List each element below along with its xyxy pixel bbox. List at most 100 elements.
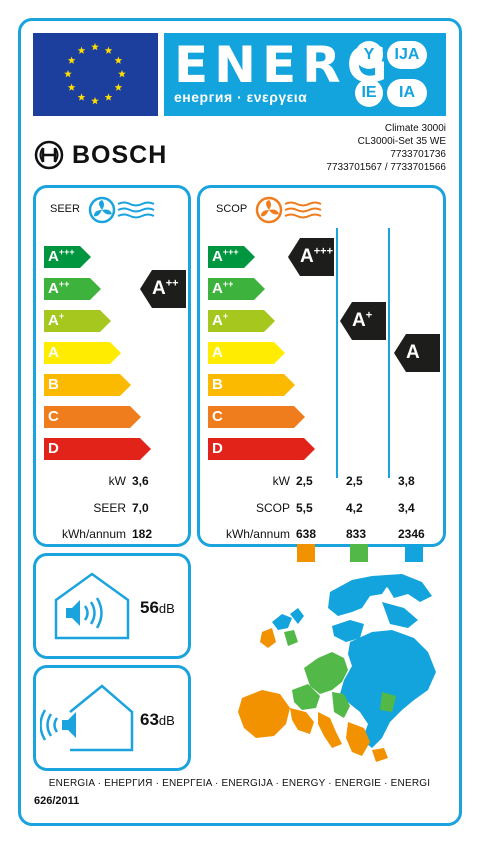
scop-class-arrow: A [208, 342, 286, 364]
seer-class-label: D [48, 440, 59, 457]
cooling-fan-icon [88, 196, 155, 224]
eu-star-icon [67, 83, 76, 91]
energ-subtitle: енергия · ενεργεια [174, 89, 308, 105]
brand-name: BOSCH [72, 140, 168, 169]
scop-class-label: A [212, 344, 223, 361]
seer-class-arrow: A+++ [44, 246, 92, 268]
model-line-3: 7733701736 [390, 149, 446, 160]
eu-star-icon [114, 83, 123, 91]
seer-kwh-value: 182 [132, 527, 153, 541]
seer-class-arrow: A [44, 342, 122, 364]
scop-class-arrow: D [208, 438, 316, 460]
eu-star-icon [91, 97, 99, 105]
scop-class-arrow: A++ [208, 278, 266, 300]
scop-value-warm: 5,5 [296, 501, 313, 515]
brand: BOSCH [34, 140, 167, 170]
scop-rating-cold-label: A [406, 342, 420, 363]
seer-class-arrow: B [44, 374, 132, 396]
scop-class-label: D [212, 440, 223, 457]
seer-class-arrow: D [44, 438, 152, 460]
seer-title: SEER [50, 203, 80, 215]
scop-class-label: B [212, 376, 223, 393]
eu-flag [33, 33, 158, 116]
zone-warm-swatch [297, 544, 315, 562]
zone-divider-2 [388, 228, 390, 478]
scop-kw-value-warm: 2,5 [296, 474, 313, 488]
indoor-noise-number: 56 [140, 598, 159, 617]
scop-class-label: A+++ [212, 247, 239, 266]
seer-panel: SEER A+++ A++ A+ A B C D kW 3,6 SEER 7,0 kWh/a… [33, 185, 191, 547]
outdoor-noise-panel: 63dB [33, 665, 191, 771]
seer-class-label: A+ [48, 311, 65, 330]
scop-class-arrow: A+++ [208, 246, 256, 268]
seer-kwh-label: kWh/annum [61, 527, 126, 541]
scop-rating-average-label: A+ [352, 309, 373, 331]
scop-class-label: A+ [212, 311, 229, 330]
seer-class-arrow: A++ [44, 278, 102, 300]
scop-kwh-label: kWh/annum [225, 527, 290, 541]
outdoor-unit-icon [40, 684, 134, 752]
scop-kwh-value-average: 833 [346, 527, 367, 541]
eu-star-icon [91, 43, 99, 51]
eu-star-icon [67, 56, 76, 64]
zone-average-swatch [350, 544, 368, 562]
bosch-logo-icon [34, 140, 64, 170]
scop-kw-label: kW [272, 474, 290, 488]
eu-star-icon [64, 70, 72, 78]
seer-rating-indicator: A++ [140, 270, 186, 308]
lang-code-ija: IJA [387, 41, 427, 69]
seer-class-label: A [48, 344, 59, 361]
scop-value-average: 4,2 [346, 501, 363, 515]
eu-star-icon [104, 93, 113, 101]
outdoor-noise-unit: dB [158, 713, 175, 728]
lang-code-y: Y [355, 41, 383, 69]
scop-rating-cold: A [394, 334, 440, 372]
scop-scop-label: SCOP [255, 501, 290, 515]
europe-climate-map [238, 574, 436, 762]
eu-star-icon [114, 56, 123, 64]
scop-value-cold: 3,4 [398, 501, 415, 515]
eu-star-icon [77, 46, 86, 54]
footer-languages: ENERGIA · ЕНЕРГИЯ · ΕΝΕΡΓΕΙΑ · ENERGIJA … [48, 778, 431, 789]
eu-star-icon [118, 70, 126, 78]
indoor-noise-value: 56dB [140, 598, 175, 618]
scop-class-arrow: A+ [208, 310, 276, 332]
heating-fan-icon [255, 196, 322, 224]
model-line-4: 7733701567 / 7733701566 [326, 162, 446, 173]
eu-star-icon [104, 46, 113, 54]
zone-cold-swatch [405, 544, 423, 562]
regulation-number: 626/2011 [34, 795, 80, 807]
lang-code-ie: IE [355, 79, 383, 107]
energ-title: ENERG [174, 36, 394, 94]
scop-class-arrow: C [208, 406, 306, 428]
outdoor-noise-value: 63dB [140, 710, 175, 730]
model-line-2: CL3000i-Set 35 WE [357, 136, 446, 147]
seer-seer-value: 7,0 [132, 501, 149, 515]
scop-title: SCOP [216, 203, 248, 215]
indoor-unit-icon [54, 572, 130, 640]
scop-kwh-value-warm: 638 [296, 527, 317, 541]
indoor-noise-unit: dB [158, 601, 175, 616]
seer-class-label: B [48, 376, 59, 393]
scop-kwh-value-cold: 2346 [398, 527, 425, 541]
seer-kw-value: 3,6 [132, 474, 149, 488]
seer-rating-indicator-label: A++ [152, 277, 179, 299]
seer-class-label: A++ [48, 279, 70, 298]
eu-star-icon [77, 93, 86, 101]
scop-rating-average: A+ [340, 302, 386, 340]
scop-class-label: A++ [212, 279, 234, 298]
seer-class-label: A+++ [48, 247, 75, 266]
scop-rating-warm-label: A+++ [300, 245, 334, 267]
scop-rating-warm: A+++ [288, 238, 334, 276]
seer-class-arrow: A+ [44, 310, 112, 332]
lang-code-ia: IA [387, 79, 427, 107]
scop-kw-value-average: 2,5 [346, 474, 363, 488]
seer-class-label: C [48, 408, 59, 425]
indoor-noise-panel: 56dB [33, 553, 191, 659]
eu-stars-icon [64, 43, 126, 105]
zone-divider-1 [336, 228, 338, 478]
scop-class-label: C [212, 408, 223, 425]
seer-seer-label: SEER [93, 501, 126, 515]
scop-class-arrow: B [208, 374, 296, 396]
seer-class-arrow: C [44, 406, 142, 428]
